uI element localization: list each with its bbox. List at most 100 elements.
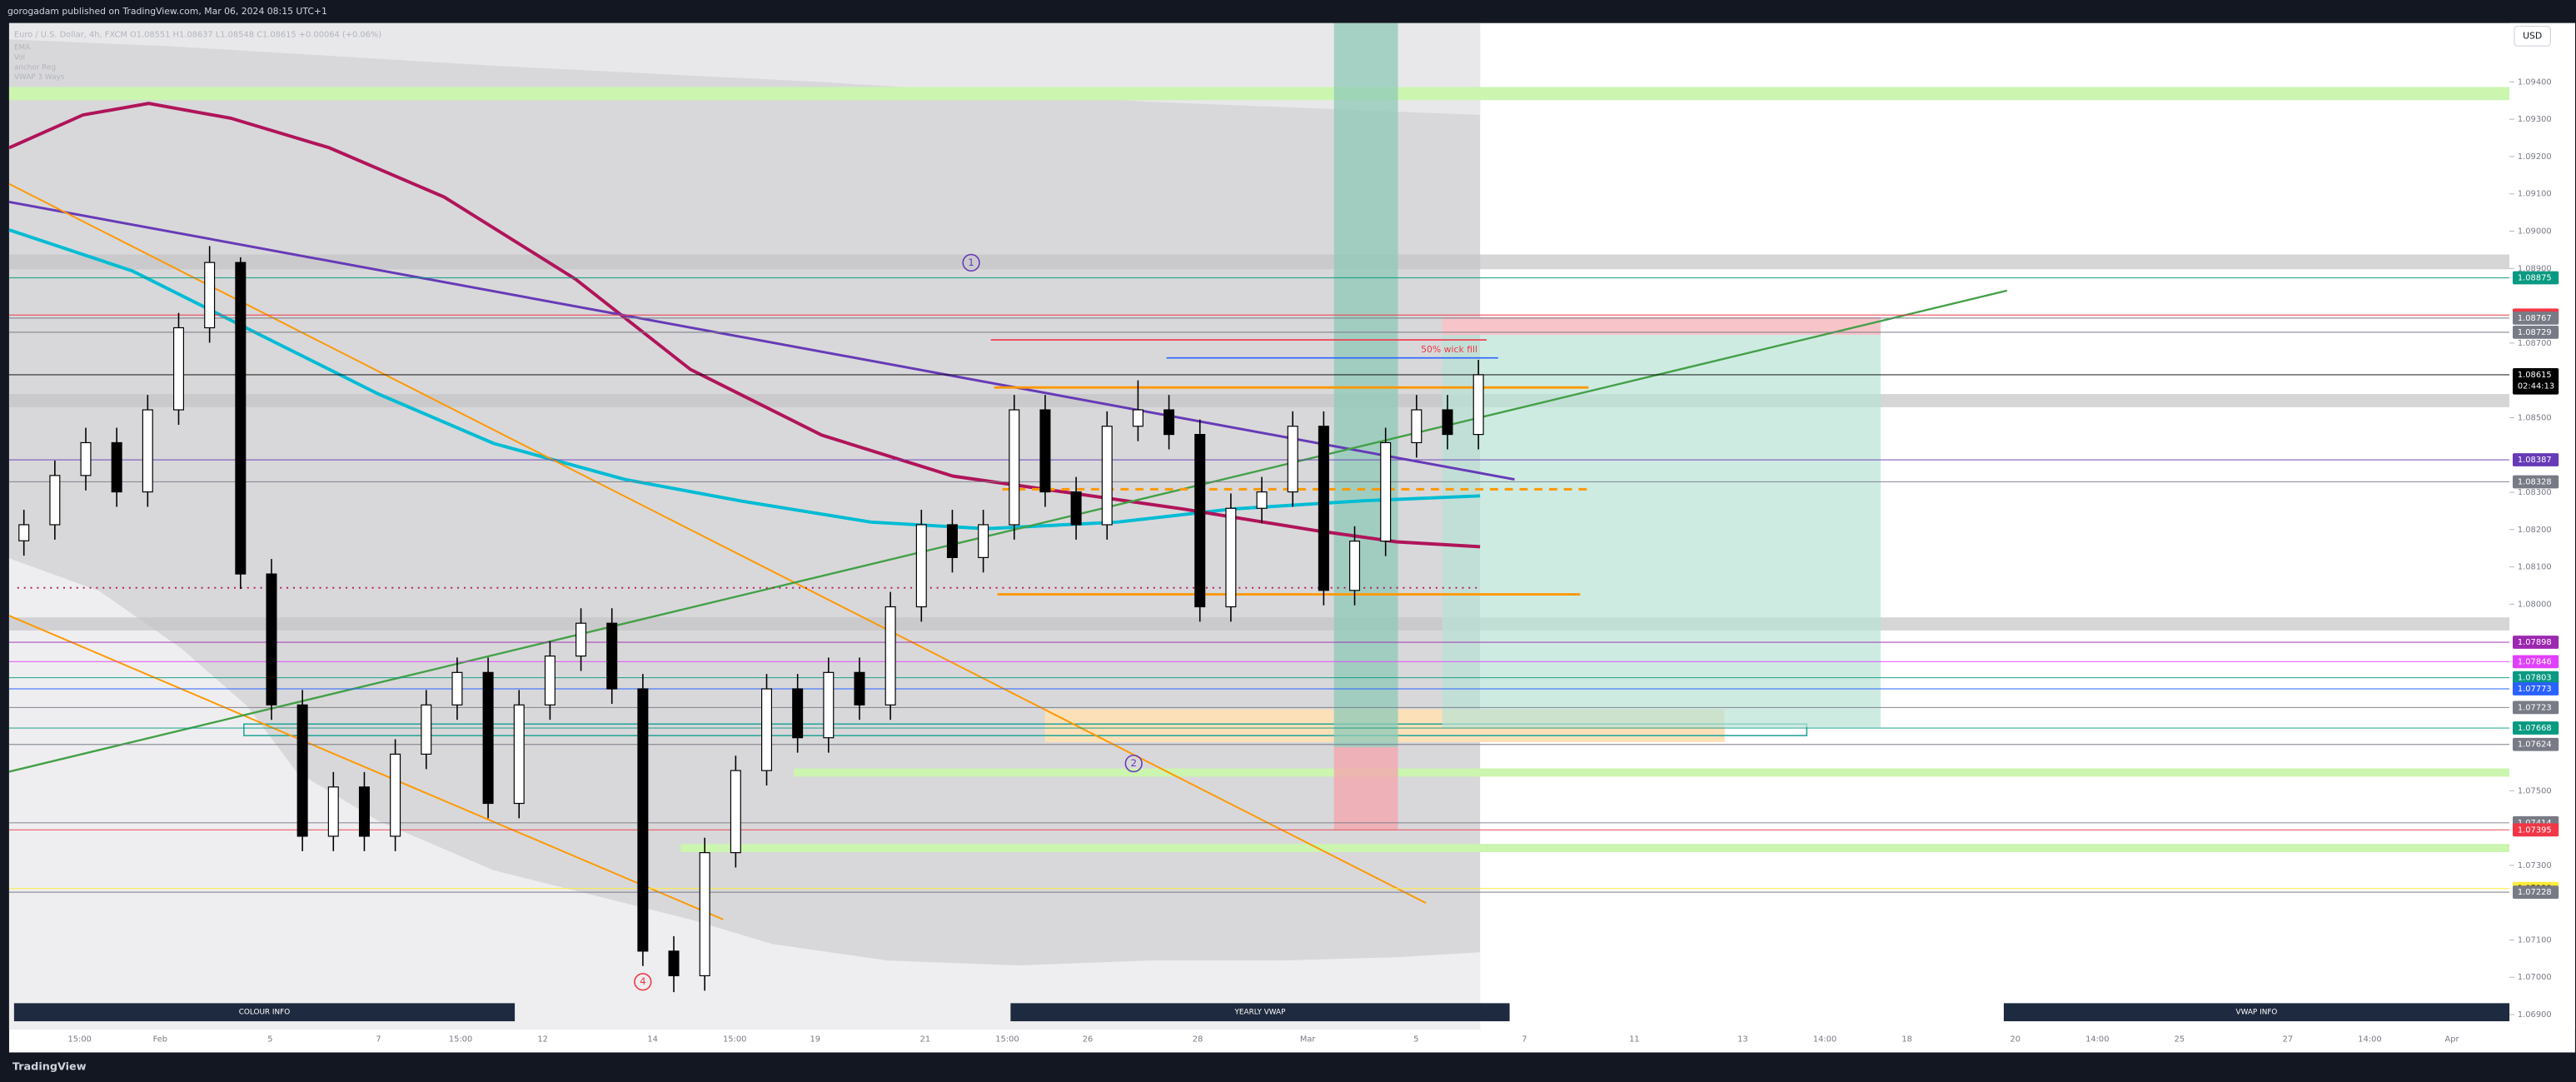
x-tick-label: 7 [376,1035,381,1045]
x-tick-label: 15:00 [723,1035,746,1045]
price-axis [2509,22,2575,1030]
candle-body [606,622,618,690]
zone-band [8,254,2510,270]
zone-band [8,87,2510,101]
y-tick-label: 1.08500 [2518,413,2552,422]
x-tick-label: 25 [2175,1035,2185,1045]
top-bar [1,0,2575,23]
price-tag-label: 1.08729 [2518,328,2552,337]
y-tick-label: 1.09000 [2518,227,2552,237]
price-tag [2512,368,2559,395]
price-tag [2512,311,2559,325]
candle-body [296,704,308,837]
candle-body [1132,409,1144,427]
x-tick-label: 14:00 [2085,1035,2109,1045]
candle-body [1442,409,1453,436]
price-tag [2512,721,2559,735]
x-tick-label: Mar [1300,1035,1317,1045]
candle-body [1256,491,1268,509]
indicator-name: VWAP 3 Ways [14,73,65,82]
symbol-legend: Euro / U.S. Dollar, 4h, FXCM O1.08551 H1… [14,30,381,39]
currency-button[interactable] [2514,25,2551,47]
time-zone [1333,746,1398,830]
y-tick-label: 1.07500 [2518,786,2552,795]
price-tag [2512,453,2559,466]
zone-band [8,394,2510,407]
lower-cloud [8,558,1481,1030]
candle-body [390,753,401,837]
price-tag [2512,325,2559,339]
x-tick-label: 11 [1629,1035,1640,1045]
price-tag-label: 1.08387 [2518,456,2552,465]
candle-body [668,950,680,977]
trend-line [8,615,724,920]
candle-body [575,622,587,657]
price-tag [2512,701,2559,715]
brand[interactable]: TradingView [12,1061,87,1074]
x-tick-label: 14:00 [1813,1035,1836,1045]
candle-body [544,656,556,706]
price-tag-label: 1.08328 [2518,477,2552,486]
trend-line [8,289,2008,773]
x-tick-label: 13 [1737,1035,1748,1045]
y-tick-label: 1.07000 [2518,973,2552,982]
price-tag-label: 1.08767 [2518,314,2552,323]
candle-body [18,524,30,541]
panel-button[interactable] [2003,1003,2510,1022]
zone-band [680,844,2510,853]
candle-body [513,704,525,805]
annotation-circle [1124,754,1143,773]
candle-body [1194,433,1206,608]
candle-body [1225,507,1237,608]
candle-body [235,262,247,575]
candle-body [49,475,61,526]
y-tick-label: 1.07100 [2518,935,2552,945]
x-tick-label: 15:00 [68,1035,92,1045]
x-tick-label: 20 [2010,1035,2020,1045]
price-tag [2512,636,2559,649]
y-tick-label: 1.08300 [2518,488,2552,497]
candle-body [204,262,216,329]
panel-button[interactable] [13,1003,516,1022]
y-tick-label: 1.08900 [2518,264,2552,273]
price-tag-label: 1.07898 [2518,638,2552,647]
candle-body [761,688,773,771]
candle-body [172,327,184,411]
x-tick-label: 5 [1413,1035,1418,1045]
x-tick-label: 7 [1522,1035,1527,1045]
candle-body [421,704,432,755]
candle-body [1070,491,1082,526]
x-tick-label: 18 [1901,1035,1912,1045]
price-tag-label: 1.07228 [2518,888,2552,897]
candle-body [1411,409,1423,444]
wick-note: 50% wick fill [1421,344,1477,355]
publisher-header: gorogadam published on TradingView.com, … [7,6,327,17]
price-tag-label: 1.07624 [2518,740,2552,750]
candle-body [142,409,153,493]
price-tag-label: 1.07414 [2518,819,2552,828]
price-tag [2512,885,2559,899]
annotation-circle [634,973,652,991]
y-tick-label: 1.08100 [2518,563,2552,572]
price-tag-label: 1.07773 [2518,685,2552,694]
x-tick-label: 15:00 [995,1035,1019,1045]
trend-line [8,200,1515,481]
currency[interactable]: USD [2523,30,2542,41]
panel-button-label: COLOUR INFO [239,1009,291,1017]
x-tick-label: 5 [267,1035,272,1045]
candle-body [854,671,865,706]
candle-body [637,688,649,952]
footer-bar [1,1052,2575,1082]
indicator-name: Vol [14,53,25,62]
candle-body [915,524,927,608]
candle-body [451,671,463,706]
indicator-name: EMA [14,44,30,52]
y-tick-label: 1.08700 [2518,339,2552,348]
price-tag [2512,475,2559,489]
x-tick-label: 27 [2283,1035,2294,1045]
panel-button[interactable] [1010,1003,1510,1022]
dynamic-layer: 1.09400 1.09300 1.09200 1.09100 1.09000 1.089… [8,22,2575,1045]
zone-band [794,768,2510,777]
x-tick-label: 15:00 [449,1035,472,1045]
